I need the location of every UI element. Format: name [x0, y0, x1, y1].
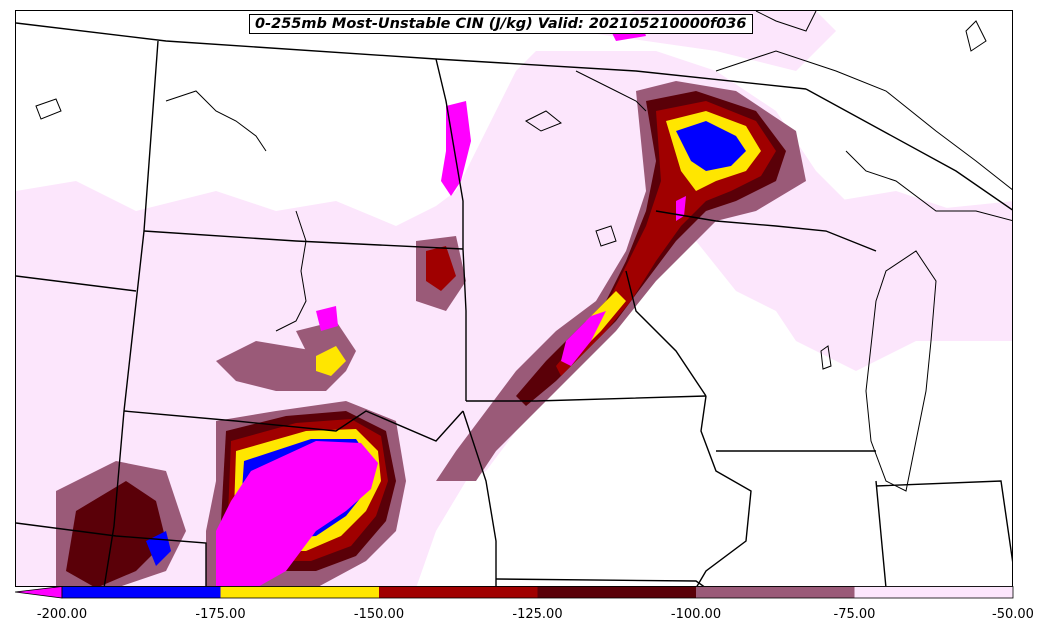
colorbar-tick-label: -125.00 — [512, 607, 563, 622]
colorbar-tick-label: -150.00 — [353, 607, 405, 622]
state-boundaries — [16, 22, 1012, 586]
colorbar-extend-min — [15, 586, 63, 599]
colorbar-segment — [696, 586, 855, 598]
colorbar-segment — [537, 586, 696, 598]
colorbar-tick-label: -175.00 — [195, 607, 246, 622]
colorbar-tick-label: -200.00 — [36, 607, 88, 622]
colorbar-outline — [61, 586, 1014, 599]
map-title: 0-255mb Most-Unstable CIN (J/kg) Valid: … — [249, 14, 753, 34]
colorbar-segment — [62, 586, 221, 598]
colorbar-tick-label: -75.00 — [833, 607, 876, 622]
cin-map — [16, 11, 1012, 586]
map-panel — [15, 10, 1013, 587]
coastlines — [35, 11, 1012, 492]
colorbar-segment — [854, 586, 1013, 598]
colorbar-tick-label: -50.00 — [992, 607, 1034, 622]
colorbar-segment — [379, 586, 538, 598]
colorbar-segment — [220, 586, 379, 598]
colorbar-tick-label: -100.00 — [670, 607, 722, 622]
colorbar — [15, 586, 1014, 599]
